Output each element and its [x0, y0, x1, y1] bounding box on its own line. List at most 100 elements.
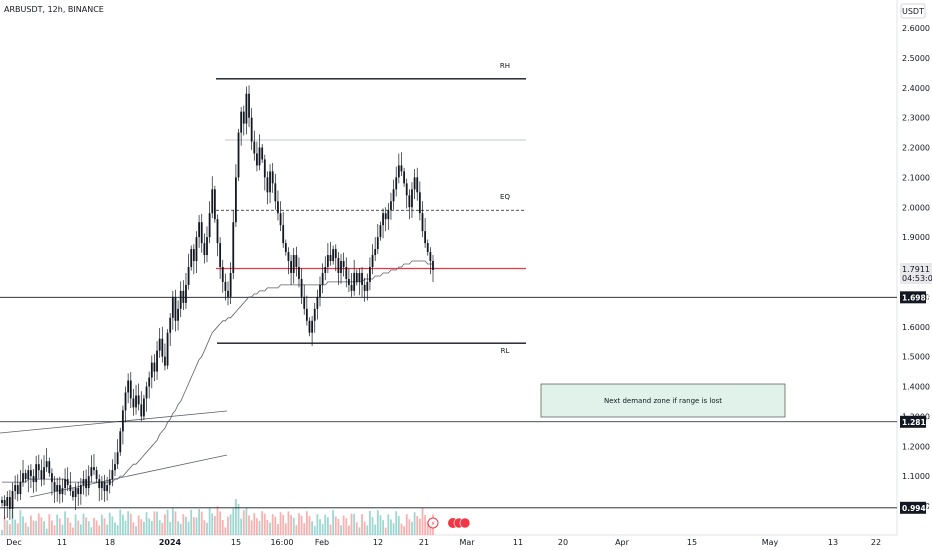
- volume-bar: [382, 520, 384, 535]
- volume-bar: [153, 511, 156, 535]
- volume-bar: [82, 513, 85, 535]
- volume-bar: [308, 516, 311, 535]
- candle-body: [392, 189, 395, 202]
- candle-body: [405, 183, 408, 196]
- volume-bar: [61, 524, 64, 535]
- volume-bar: [395, 511, 398, 535]
- volume-bar: [32, 520, 35, 535]
- x-tick-label: Apr: [615, 538, 630, 547]
- candle-body: [66, 479, 69, 486]
- volume-bar: [156, 511, 158, 535]
- candle-body: [177, 308, 179, 321]
- candle-body: [227, 290, 229, 297]
- candle-body: [121, 410, 124, 432]
- event-markers[interactable]: ⚡: [427, 517, 471, 529]
- candle-body: [198, 222, 201, 238]
- candle-body: [156, 350, 158, 372]
- candle-body: [30, 470, 32, 477]
- volume-bar: [279, 512, 282, 535]
- volume-bar: [374, 524, 377, 535]
- volume-bar: [56, 514, 59, 535]
- candle-body: [82, 479, 85, 486]
- volume-bar: [350, 513, 353, 535]
- y-tick-label: 2.5000: [902, 54, 930, 63]
- candle-body: [263, 159, 266, 178]
- volume-bar: [329, 524, 332, 535]
- candle-body: [79, 485, 82, 495]
- volume-bar: [148, 518, 151, 535]
- volume-bar: [103, 518, 106, 535]
- demand-zone[interactable]: Next demand zone if range is lost: [540, 383, 786, 418]
- candle-body: [77, 488, 80, 495]
- y-tick-label: 1.2000: [902, 442, 930, 451]
- volume-bar: [182, 514, 185, 535]
- flash-icon[interactable]: [427, 517, 439, 529]
- volume-bar: [313, 526, 316, 535]
- candle-body: [164, 356, 166, 366]
- candle-body: [319, 284, 321, 297]
- currency-badge[interactable]: USDT: [900, 3, 926, 19]
- volume-bar: [72, 527, 74, 535]
- horizontal-lines: [0, 296, 897, 509]
- volume-bar: [166, 509, 169, 535]
- volume-bar: [219, 511, 222, 535]
- candle-body: [90, 467, 93, 477]
- candle-body: [395, 177, 398, 190]
- x-axis-ticks: Dec 11 18 2024 15 16:00 Feb 12 21 Mar 11 20 Apr 15 May…: [6, 538, 881, 547]
- x-tick-label: 11: [513, 538, 523, 547]
- volume-bar: [369, 511, 371, 535]
- candle-body: [248, 93, 250, 118]
- candle-body: [240, 111, 243, 133]
- price-line-badge-label: 0.9940: [902, 504, 931, 513]
- volume-bar: [240, 518, 243, 535]
- volume-bar: [132, 522, 135, 535]
- volume-bar: [90, 527, 93, 535]
- candle-body: [129, 380, 132, 399]
- candle-body: [232, 222, 235, 273]
- candle-body: [93, 467, 95, 471]
- flash-icon-glyph: ⚡: [431, 520, 436, 528]
- volume-bar: [326, 517, 329, 535]
- candle-body: [429, 252, 432, 262]
- candle-body: [166, 332, 169, 366]
- candle-body: [48, 461, 51, 474]
- volume-bar: [242, 510, 245, 535]
- candle-body: [108, 479, 111, 486]
- y-tick-label: 2.1000: [902, 173, 930, 182]
- candle-body: [369, 267, 371, 282]
- volume-bar: [221, 520, 224, 535]
- volume-bar: [269, 522, 271, 535]
- volume-bar: [319, 519, 321, 535]
- volume-bar: [358, 527, 361, 535]
- volume-bar: [169, 522, 172, 535]
- candle-body: [179, 290, 182, 309]
- volume-bar: [198, 509, 201, 535]
- candle-body: [311, 320, 314, 333]
- candle-body: [366, 281, 369, 291]
- price-line-badge: [900, 415, 926, 428]
- event-icon-3[interactable]: [459, 517, 471, 529]
- volume-bar: [224, 527, 227, 535]
- volume-bar: [277, 524, 279, 535]
- candle-body: [326, 255, 329, 267]
- volume-bar: [397, 516, 400, 535]
- candle-body: [61, 488, 64, 495]
- moving-average-line: [2, 260, 433, 483]
- volume-bar: [361, 514, 363, 535]
- volume-bar: [232, 508, 235, 535]
- candle-body: [413, 177, 416, 190]
- volume-bar: [421, 507, 424, 535]
- volume-bar: [111, 516, 114, 535]
- volume-bar: [348, 525, 350, 535]
- candlesticks: [1, 85, 434, 520]
- x-tick-label: 12: [373, 538, 383, 547]
- candle-body: [219, 243, 222, 267]
- candle-body: [124, 392, 127, 411]
- candle-body: [56, 485, 59, 492]
- volume-bar: [77, 520, 80, 535]
- x-tick-label: 21: [419, 538, 429, 547]
- volume-bar: [340, 525, 342, 535]
- currency-badge-label: USDT: [902, 7, 924, 16]
- y-tick-label: 2.6000: [902, 24, 930, 33]
